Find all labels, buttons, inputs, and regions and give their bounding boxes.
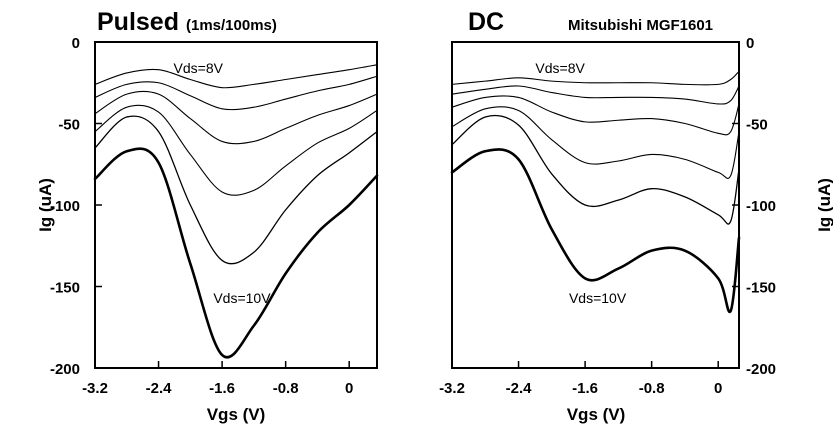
- chart-subtitle: Mitsubishi MGF1601: [568, 17, 713, 34]
- y-tick-label: -150: [50, 280, 80, 297]
- chart-subtitle: (1ms/100ms): [186, 17, 277, 34]
- x-tick-label: 0: [345, 380, 353, 397]
- curve-annotation: Vds=8V: [535, 60, 585, 76]
- series-line-5: [94, 115, 378, 265]
- x-tick-label: -2.4: [506, 380, 533, 397]
- series-line-4: [451, 106, 740, 179]
- series-line-6: [93, 147, 379, 359]
- y-axis-label: Ig (uA): [815, 178, 833, 232]
- x-tick-label: -2.4: [146, 380, 173, 397]
- series-line-3: [451, 95, 740, 136]
- y-tick-label: -200: [50, 361, 80, 378]
- x-tick-label: -3.2: [439, 380, 465, 397]
- series-line-2: [94, 75, 378, 111]
- plot-frame: [94, 41, 378, 369]
- x-tick-label: 0: [714, 380, 722, 397]
- y-tick-label: -150: [746, 280, 776, 297]
- x-tick-label: -0.8: [273, 380, 299, 397]
- x-tick-label: -1.6: [209, 380, 235, 397]
- series-line-4: [94, 104, 378, 196]
- plot-frame: [451, 41, 740, 369]
- series-line-6: [450, 148, 741, 314]
- y-tick-label: -100: [746, 198, 776, 215]
- curve-annotation: Vds=10V: [213, 290, 271, 306]
- series-line-3: [94, 90, 378, 145]
- y-tick-label: 0: [72, 35, 80, 52]
- chart-title: Pulsed: [97, 8, 179, 36]
- pulsed-panel: Pulsed (1ms/100ms) -3.2 -2.4 -1.6 -0.8 0 0 -50 -1…: [36, 8, 379, 424]
- x-axis-label: Vgs (V): [567, 405, 626, 424]
- y-tick-label: -200: [746, 361, 776, 378]
- curve-annotation: Vds=8V: [174, 60, 224, 76]
- dc-panel: DC Mitsubishi MGF1601 -3.2 -2.4 -1.6 -0.8 0 0 -5…: [439, 8, 833, 424]
- x-axis-label: Vgs (V): [207, 405, 266, 424]
- y-tick-label: 0: [746, 35, 754, 52]
- x-tick-label: -0.8: [639, 380, 665, 397]
- series-line-5: [451, 114, 740, 225]
- y-tick-label: -50: [746, 117, 768, 134]
- y-tick-label: -50: [58, 117, 80, 134]
- x-tick-label: -3.2: [82, 380, 108, 397]
- series-line-1: [451, 70, 740, 86]
- series-line-1: [94, 64, 378, 89]
- series-line-2: [451, 85, 740, 105]
- x-tick-label: -1.6: [572, 380, 598, 397]
- curve-annotation: Vds=10V: [569, 290, 627, 306]
- y-axis-label: Ig (uA): [36, 178, 55, 232]
- chart-title: DC: [468, 8, 504, 36]
- y-tick-label: -100: [50, 198, 80, 215]
